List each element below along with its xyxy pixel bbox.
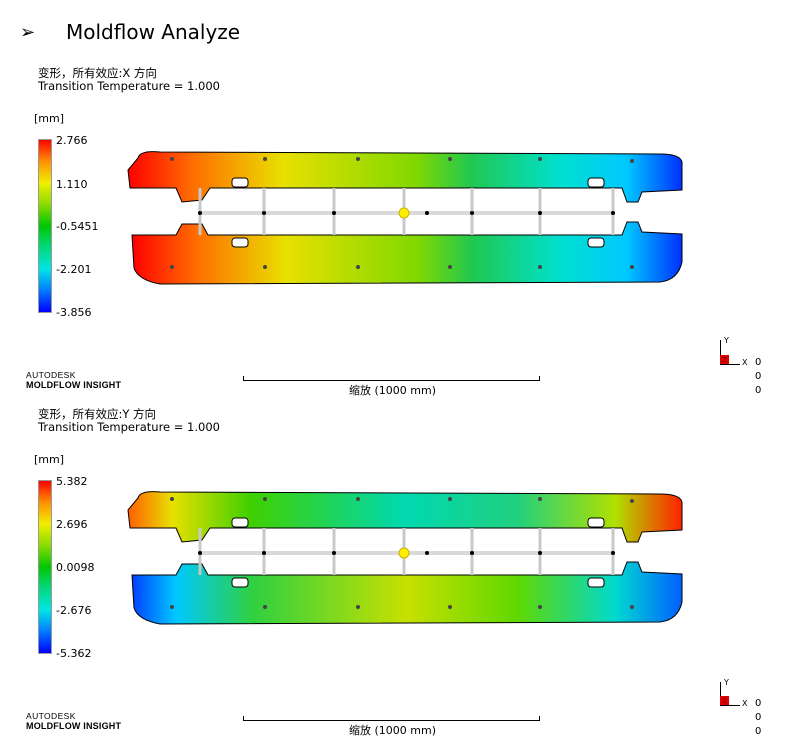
- bullet-arrow-icon: ➢: [20, 22, 36, 43]
- triad-y-axis: [720, 340, 721, 365]
- panel-caption: 变形，所有效应:Y 方向: [38, 407, 157, 421]
- triad-value: 0: [755, 357, 762, 368]
- legend-tick: -0.5451: [56, 220, 99, 233]
- panel-subcaption: Transition Temperature = 1.000: [38, 79, 220, 93]
- triad-value: 0: [755, 698, 762, 709]
- autodesk-logo: AUTODESK: [26, 711, 76, 721]
- triad-y-label: Y: [724, 678, 729, 687]
- legend-tick: 0.0098: [56, 561, 95, 574]
- triad-values: 0 0 0: [755, 356, 761, 398]
- scale-bar: [243, 376, 540, 381]
- deformation-contour-plot: [127, 491, 683, 625]
- triad-y-axis: [720, 682, 721, 706]
- scale-bar-label: 缩放 (1000 mm): [349, 384, 437, 397]
- triad-value: 0: [755, 726, 762, 737]
- triad-x-label: X: [742, 358, 748, 367]
- triad-z-label: Z: [722, 697, 727, 705]
- deformation-contour-plot: [127, 151, 683, 285]
- triad-value: 0: [755, 385, 762, 396]
- legend-tick: 5.382: [56, 475, 88, 488]
- triad-y-label: Y: [724, 336, 729, 345]
- color-legend-bar: [38, 480, 52, 654]
- triad-x-label: X: [742, 699, 748, 708]
- triad-value: 0: [755, 371, 762, 382]
- legend-tick: -3.856: [56, 306, 92, 319]
- autodesk-logo: AUTODESK: [26, 370, 76, 380]
- page-title: Moldflow Analyze: [66, 20, 241, 44]
- legend-tick: 2.696: [56, 518, 88, 531]
- scale-bar: [243, 716, 540, 721]
- triad-z-axis-icon: [720, 355, 729, 364]
- moldflow-insight-logo: MOLDFLOW INSIGHT: [26, 721, 122, 731]
- moldflow-insight-logo: MOLDFLOW INSIGHT: [26, 380, 122, 390]
- legend-tick: -2.676: [56, 604, 92, 617]
- triad-z-axis-icon: [720, 696, 729, 705]
- legend-tick: 2.766: [56, 134, 88, 147]
- triad-value: 0: [755, 712, 762, 723]
- triad-x-axis: [720, 364, 740, 365]
- triad-values: 0 0 0: [755, 697, 761, 739]
- legend-unit: [mm]: [34, 112, 65, 125]
- color-legend-bar: [38, 139, 52, 313]
- panel-subcaption: Transition Temperature = 1.000: [38, 420, 220, 434]
- triad-z-label: Z: [722, 356, 727, 364]
- legend-tick: -2.201: [56, 263, 92, 276]
- scale-bar-label: 缩放 (1000 mm): [349, 724, 437, 737]
- legend-tick: -5.362: [56, 647, 92, 660]
- legend-tick: 1.110: [56, 178, 88, 191]
- legend-unit: [mm]: [34, 453, 65, 466]
- triad-x-axis: [720, 705, 740, 706]
- panel-caption: 变形，所有效应:X 方向: [38, 66, 157, 80]
